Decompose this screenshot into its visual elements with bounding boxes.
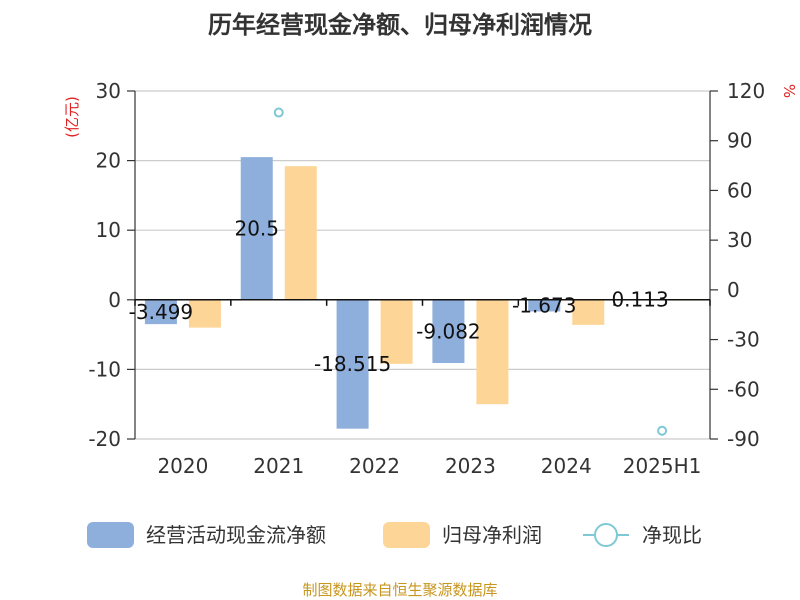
cashflow-data-label: -1.673: [512, 294, 576, 318]
axes: 30 20 10 0 -10 -20 120 90 60 30 0 -30 -60 -90 2020 2021…: [88, 79, 765, 478]
legend: 经营活动现金流净额 归母净利润 净现比: [87, 522, 702, 548]
left-tick-label: 0: [108, 288, 121, 312]
category-label: 2025H1: [623, 454, 702, 478]
category-label: 2021: [253, 454, 304, 478]
net-profit-bar: [476, 299, 509, 405]
left-tick-label: -20: [88, 427, 121, 451]
left-tick-label: -10: [88, 357, 121, 381]
right-tick-label: 60: [727, 178, 752, 202]
gridlines: [135, 90, 710, 440]
net-profit-bar: [572, 299, 605, 325]
left-axis-unit: (亿元): [63, 96, 81, 138]
cashflow-bar: [240, 157, 273, 300]
cashflow-data-label: 20.5: [234, 216, 279, 240]
ratio-point: [273, 107, 284, 118]
left-tick-label: 10: [96, 218, 121, 242]
right-tick-label: -30: [727, 328, 760, 352]
legend-swatch-cashflow: [87, 522, 134, 548]
right-tick-label: 90: [727, 129, 752, 153]
cashflow-bar: [528, 299, 561, 312]
right-axis-unit: %: [780, 84, 798, 98]
net-profit-bar: [188, 299, 221, 328]
category-label: 2020: [157, 454, 208, 478]
legend-label-ratio: 净现比: [642, 523, 702, 547]
ratio-point: [657, 425, 668, 436]
net-profit-bar: [284, 166, 317, 300]
left-tick-label: 30: [96, 79, 121, 103]
cashflow-data-label: -9.082: [416, 319, 480, 343]
cashflow-data-label: 0.113: [611, 287, 668, 311]
legend-marker-ratio: [594, 523, 618, 547]
right-tick-label: 120: [727, 79, 765, 103]
left-tick-label: 20: [96, 149, 121, 173]
category-label: 2024: [541, 454, 592, 478]
right-tick-label: 0: [727, 278, 740, 302]
right-tick-label: 30: [727, 228, 752, 252]
category-label: 2022: [349, 454, 400, 478]
legend-swatch-net-profit: [383, 522, 430, 548]
ratio-markers: [273, 107, 668, 436]
right-tick-label: -90: [727, 427, 760, 451]
category-label: 2023: [445, 454, 496, 478]
legend-label-cashflow: 经营活动现金流净额: [146, 523, 326, 547]
right-tick-label: -60: [727, 377, 760, 401]
chart-title: 历年经营现金净额、归母净利润情况: [208, 11, 592, 39]
data-labels: -3.499 20.5 -18.515 -9.082 -1.673 0.113: [129, 216, 669, 376]
cashflow-bar: [336, 299, 369, 429]
legend-label-net-profit: 归母净利润: [442, 523, 542, 547]
net-profit-bar: [380, 299, 413, 364]
cashflow-data-label: -18.515: [314, 352, 391, 376]
cashflow-data-label: -3.499: [129, 300, 193, 324]
cashflow-bar: [144, 299, 177, 325]
cashflow-bar: [432, 299, 465, 364]
source-note: 制图数据来自恒生聚源数据库: [302, 581, 497, 599]
bars: [144, 157, 701, 429]
